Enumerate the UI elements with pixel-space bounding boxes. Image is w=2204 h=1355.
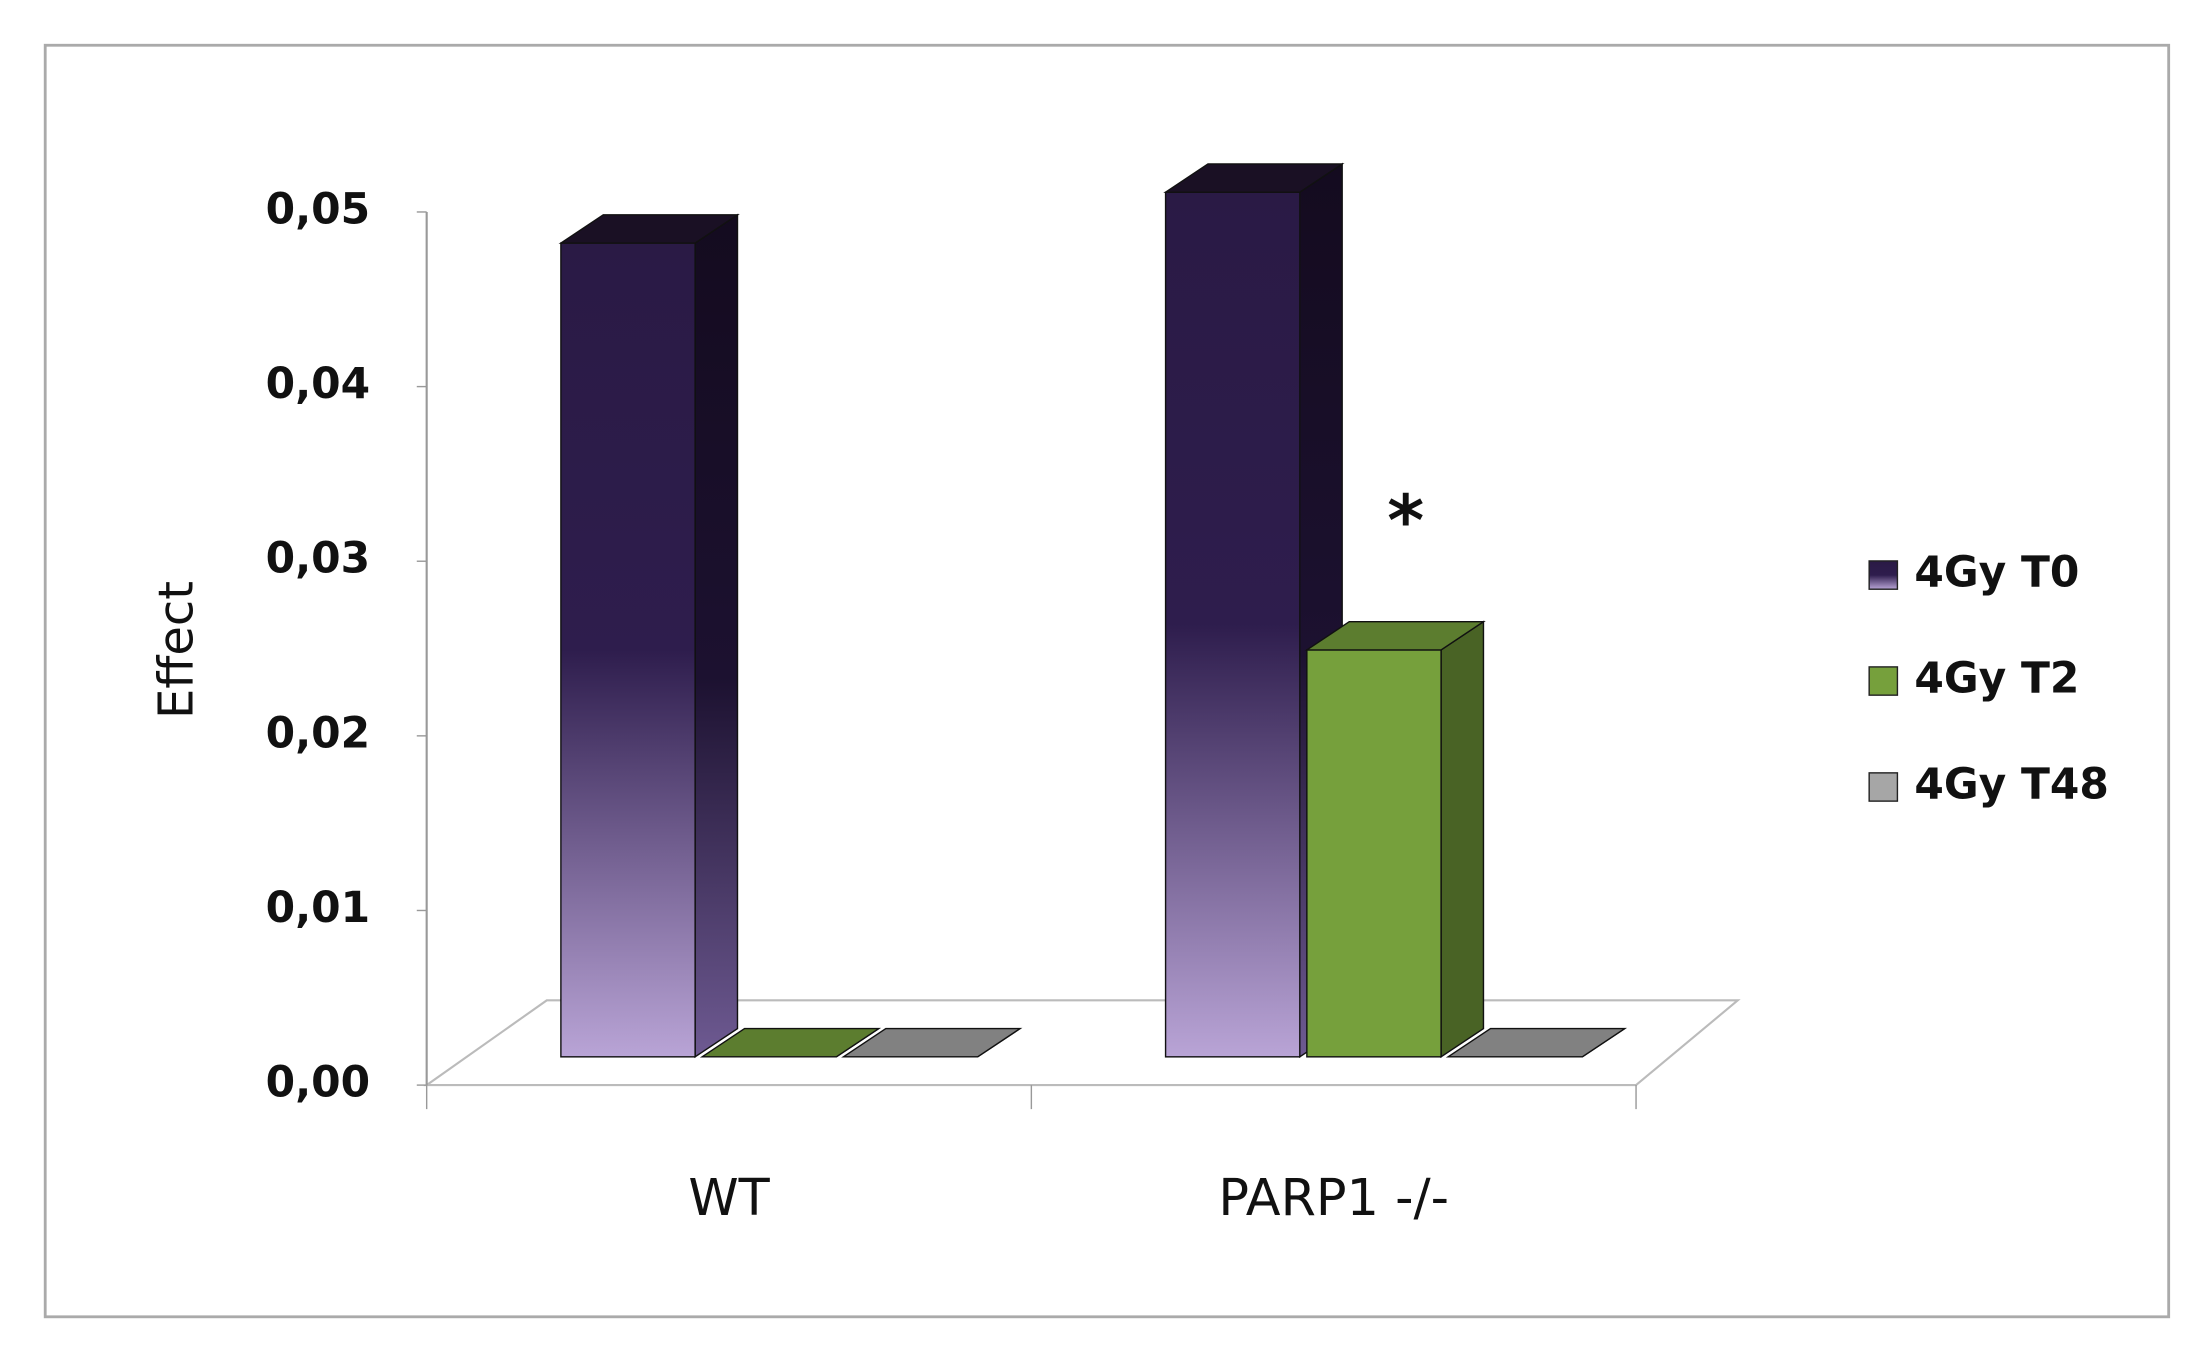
annotation: * <box>1387 479 1424 562</box>
y-tick-label: 0,02 <box>266 708 371 757</box>
bar-front <box>1164 191 1301 1058</box>
legend-label: 4Gy T48 <box>1914 759 2109 808</box>
frame <box>43 43 2171 1319</box>
bar-top <box>1163 163 1345 193</box>
bar-front <box>1306 649 1442 1058</box>
bar-side <box>694 213 739 1059</box>
bar-top <box>558 214 740 244</box>
bar-front <box>560 242 696 1058</box>
bar-top <box>699 1027 882 1058</box>
y-axis-title: Effect <box>148 581 204 719</box>
legend-swatch <box>1868 560 1899 590</box>
x-tick-label: PARP1 -/- <box>1218 1168 1449 1227</box>
y-tick-label: 0,05 <box>266 184 371 233</box>
bar-side <box>1440 620 1485 1059</box>
legend-label: 4Gy T2 <box>1914 654 2079 703</box>
bar <box>699 1027 882 1058</box>
legend-swatch <box>1868 772 1899 802</box>
y-tick-label: 0,03 <box>266 534 371 583</box>
bar <box>841 1027 1023 1058</box>
bar <box>1445 1027 1628 1058</box>
x-tick-label: WT <box>688 1168 770 1227</box>
y-tick-label: 0,01 <box>266 883 371 932</box>
bar-top <box>1445 1027 1628 1058</box>
legend-label: 4Gy T0 <box>1914 548 2079 597</box>
legend-swatch <box>1868 666 1899 696</box>
bar-top <box>841 1027 1023 1058</box>
bar <box>1304 620 1486 1059</box>
bar <box>558 213 740 1059</box>
y-tick-label: 0,04 <box>266 359 371 408</box>
y-tick-label: 0,00 <box>266 1058 371 1107</box>
bar-top <box>1304 620 1486 651</box>
